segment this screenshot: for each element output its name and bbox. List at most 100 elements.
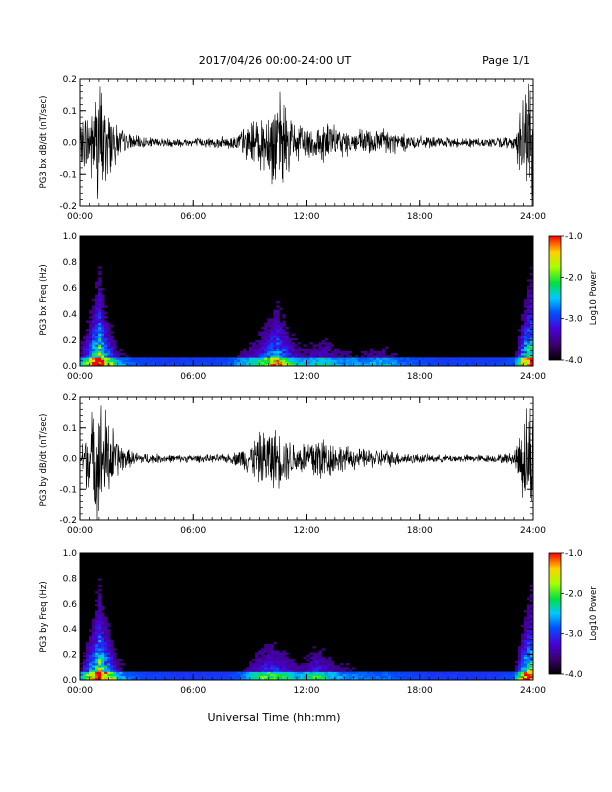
spectrogram-cell — [185, 677, 190, 681]
spectrogram-cell — [98, 595, 102, 598]
spectrogram-cell — [98, 309, 102, 313]
spectrogram-cell — [529, 669, 534, 672]
spectrogram-cell — [291, 669, 295, 672]
spectrogram-cell — [514, 357, 519, 360]
colorbar-tick-label: -4.0 — [565, 670, 583, 680]
spectrogram-cell — [246, 361, 250, 365]
spectrogram-cell — [246, 359, 250, 362]
spectrogram-cell — [176, 361, 180, 365]
spectrogram-cell — [526, 303, 531, 306]
spectrogram-cell — [523, 627, 528, 630]
spectrogram-cell — [155, 357, 159, 360]
spectrogram-cell — [330, 673, 334, 677]
spectrogram-cell — [427, 357, 431, 360]
spectrogram-cell — [86, 644, 90, 647]
spectrogram-cell — [89, 639, 93, 643]
spectrogram-cell — [529, 618, 534, 622]
spectrogram-cell — [388, 675, 392, 679]
spectrogram-cell — [246, 353, 250, 356]
spectrogram-cell — [294, 671, 298, 674]
spectrogram-cell — [110, 348, 114, 352]
spectrogram-cell — [98, 350, 102, 354]
spectrogram-cell — [113, 673, 117, 677]
spectrogram-cell — [264, 353, 268, 356]
spectrogram-cell — [80, 344, 84, 347]
spectrogram-cell — [303, 344, 307, 347]
spectrogram-cell — [92, 677, 96, 681]
spectrogram-cell — [523, 622, 528, 626]
spectrogram-cell — [427, 359, 431, 362]
spectrogram-cell — [499, 671, 504, 674]
spectrogram-cell — [312, 353, 316, 356]
spectrogram-cell — [86, 361, 90, 365]
spectrogram-cell — [520, 663, 525, 666]
spectrogram-cell — [80, 342, 84, 345]
spectrogram-cell — [206, 361, 211, 365]
spectrogram-cell — [83, 348, 87, 352]
spectrogram-cell — [312, 357, 316, 360]
spectrogram-cell — [403, 363, 407, 367]
spectrogram-cell — [267, 318, 271, 321]
spectrogram-cell — [400, 357, 404, 360]
spectrogram-cell — [258, 652, 262, 655]
spectrogram-cell — [194, 677, 199, 681]
spectrogram-cell — [104, 331, 108, 334]
spectrogram-cell — [270, 650, 274, 653]
colorbar-tick-label: -1.0 — [565, 232, 583, 242]
spectrogram-cell — [445, 363, 449, 367]
spectrogram-cell — [526, 610, 531, 613]
spectrogram-cell — [203, 361, 208, 365]
spectrogram-cell — [113, 663, 117, 666]
spectrogram-cell — [89, 652, 93, 655]
spectrogram-cell — [255, 346, 259, 349]
spectrogram-cell — [529, 314, 534, 317]
spectrogram-cell — [104, 359, 108, 362]
spectrogram-cell — [134, 361, 138, 365]
spectrogram-cell — [388, 363, 392, 367]
spectrogram-cell — [95, 348, 99, 352]
spectrogram-cell — [197, 671, 202, 674]
spectrogram-cell — [363, 363, 368, 367]
spectrogram-cell — [273, 318, 277, 321]
spectrogram-cell — [526, 290, 531, 293]
spectrogram-cell — [234, 671, 238, 674]
spectrogram-cell — [388, 355, 392, 358]
spectrogram-cell — [83, 346, 87, 349]
spectrogram-cell — [378, 357, 383, 360]
spectrogram-cell — [282, 314, 286, 317]
spectrogram-cell — [523, 355, 528, 358]
spectrogram-cell — [212, 673, 217, 677]
spectrogram-cell — [309, 667, 313, 670]
spectrogram-cell — [113, 656, 117, 660]
spectrogram-cell — [212, 675, 217, 679]
spectrogram-cell — [517, 667, 522, 670]
spectrogram-cell — [188, 361, 193, 365]
spectrogram-cell — [264, 355, 268, 358]
spectrogram-cell — [264, 648, 268, 651]
x-tick-label: 24:00 — [520, 686, 546, 696]
spectrogram-cell — [529, 311, 534, 315]
spectrogram-cell — [252, 673, 256, 677]
spectrogram-cell — [312, 658, 316, 662]
spectrogram-cell — [297, 667, 301, 670]
spectrogram-cell — [276, 335, 280, 339]
spectrogram-cell — [122, 675, 126, 679]
spectrogram-cell — [167, 677, 171, 681]
spectrogram-cell — [131, 673, 135, 677]
spectrogram-cell — [270, 646, 274, 649]
spectrogram-cell — [321, 673, 325, 677]
spectrogram-cell — [279, 333, 283, 336]
spectrogram-cell — [185, 361, 190, 365]
spectrogram-cell — [279, 669, 283, 672]
spectrogram-cell — [315, 671, 319, 674]
spectrogram-cell — [517, 355, 522, 358]
spectrogram-cell — [514, 361, 519, 365]
spectrogram-cell — [101, 353, 105, 356]
spectrogram-cell — [98, 631, 102, 634]
spectrogram-cell — [336, 361, 341, 365]
spectrogram-cell — [529, 637, 534, 641]
spectrogram-cell — [113, 350, 117, 354]
spectrogram-cell — [110, 363, 114, 367]
spectrogram-cell — [457, 359, 461, 362]
spectrogram-cell — [86, 333, 90, 336]
